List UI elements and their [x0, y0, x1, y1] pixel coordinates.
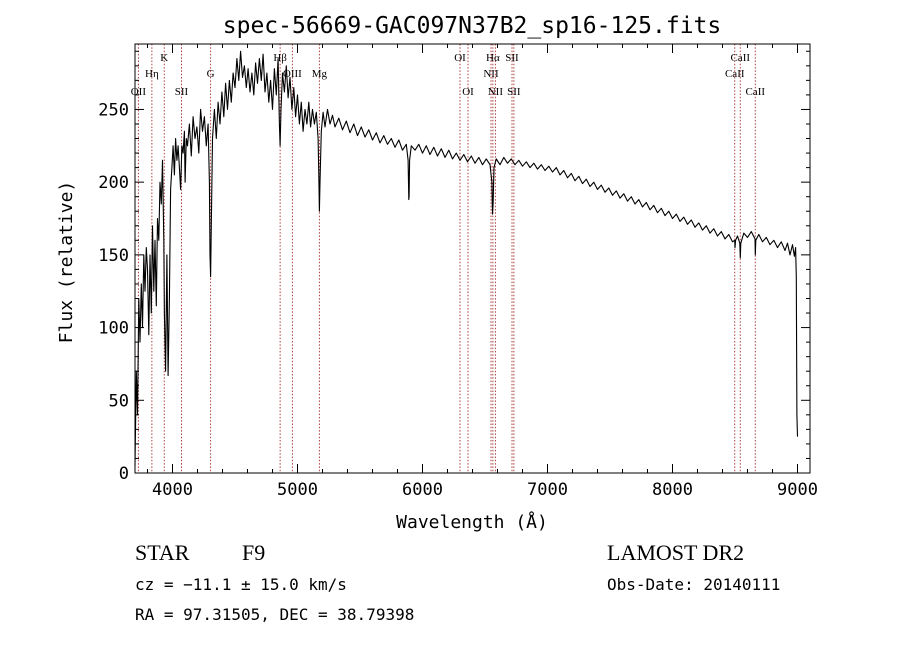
x-tick-label: 4000: [152, 480, 193, 500]
obs-date: Obs-Date: 20140111: [607, 575, 780, 594]
x-axis-label: Wavelength (Å): [396, 511, 548, 533]
x-axis: 4000 5000 6000 7000 8000 9000: [147, 44, 818, 500]
x-tick-label: 6000: [402, 480, 443, 500]
line-label: G: [207, 68, 215, 80]
line-label: OIII: [283, 68, 302, 80]
line-label: Mg: [312, 68, 328, 80]
spectrum-line: [134, 50, 799, 466]
object-class: STAR: [135, 540, 190, 565]
line-label: NII: [483, 68, 499, 80]
x-tick-label: 8000: [652, 480, 693, 500]
line-label: Hα: [486, 52, 500, 64]
chart-title: spec-56669-GAC097N37B2_sp16-125.fits: [223, 13, 722, 39]
x-tick-label: 7000: [527, 480, 568, 500]
y-tick-label: 50: [109, 391, 129, 411]
line-label: OI: [462, 86, 474, 98]
redshift-text: cz = −11.1 ± 15.0 km/s: [135, 575, 347, 594]
object-subclass: F9: [242, 540, 265, 565]
y-tick-label: 200: [98, 173, 129, 193]
line-label: K: [160, 52, 168, 64]
y-axis: 0 50 100 150 200 250: [98, 50, 810, 484]
y-tick-label: 150: [98, 246, 129, 266]
line-label: Hβ: [273, 52, 287, 64]
y-tick-label: 250: [98, 100, 129, 120]
survey-name: LAMOST DR2: [607, 540, 744, 565]
line-label: CaII: [745, 86, 765, 98]
series-layer: [134, 50, 799, 466]
line-label: OII: [131, 86, 147, 98]
x-tick-label: 5000: [277, 480, 318, 500]
y-tick-label: 100: [98, 319, 129, 339]
line-label: Hη: [145, 68, 159, 80]
line-label: CaII: [730, 52, 750, 64]
line-label: SII: [175, 86, 189, 98]
plot-frame: [134, 43, 811, 474]
line-label: SII: [507, 86, 521, 98]
line-label: SII: [505, 52, 519, 64]
y-axis-label: Flux (relative): [56, 181, 77, 344]
coordinates-text: RA = 97.31505, DEC = 38.79398: [135, 605, 414, 624]
x-tick-label: 9000: [777, 480, 818, 500]
y-tick-label: 0: [119, 464, 129, 484]
line-label: OI: [454, 52, 466, 64]
line-label: CaII: [725, 68, 745, 80]
line-label: NII: [488, 86, 504, 98]
spectral-line-markers: [137, 44, 756, 473]
